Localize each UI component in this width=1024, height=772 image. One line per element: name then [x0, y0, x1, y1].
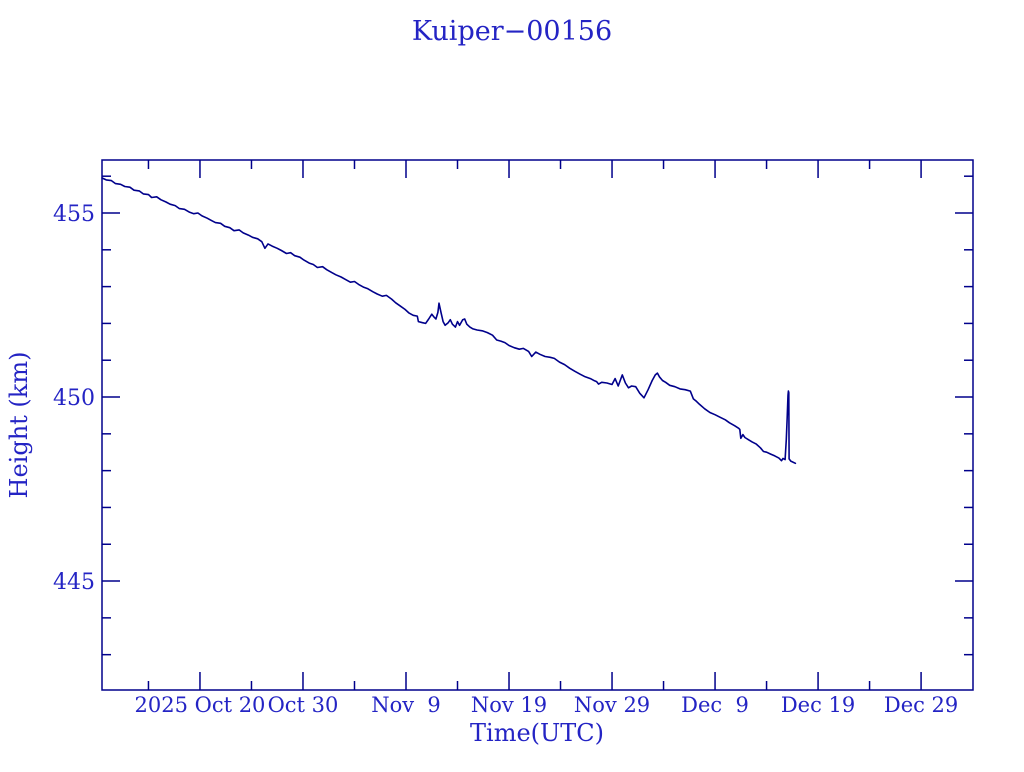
x-tick-label: Dec 29 — [884, 693, 958, 717]
height-line — [101, 177, 797, 465]
y-tick-labels: 445 450 455 — [53, 202, 95, 595]
y-tick-label: 445 — [53, 570, 95, 595]
x-tick-label: 2025 Oct 20 — [134, 693, 265, 717]
y-tick-label: 455 — [53, 202, 95, 227]
y-axis-title: Height (km) — [5, 352, 33, 499]
y-ticks — [102, 175, 973, 656]
x-tick-label: Dec 19 — [781, 693, 855, 717]
y-tick-label: 450 — [53, 386, 95, 411]
x-tick-label: Oct 30 — [268, 693, 339, 717]
x-tick-labels: 2025 Oct 20 Oct 30 Nov 9 Nov 19 Nov 29 Dec 9 D… — [134, 693, 958, 717]
x-tick-label: Nov 19 — [471, 693, 547, 717]
x-axis-title: Time(UTC) — [470, 719, 604, 747]
x-tick-label: Nov 9 — [371, 693, 441, 717]
x-tick-label: Dec 9 — [681, 693, 749, 717]
x-tick-label: Nov 29 — [574, 693, 650, 717]
plot-frame — [101, 159, 974, 691]
chart-title: Kuiper−00156 — [412, 16, 612, 47]
x-ticks — [147, 160, 922, 690]
